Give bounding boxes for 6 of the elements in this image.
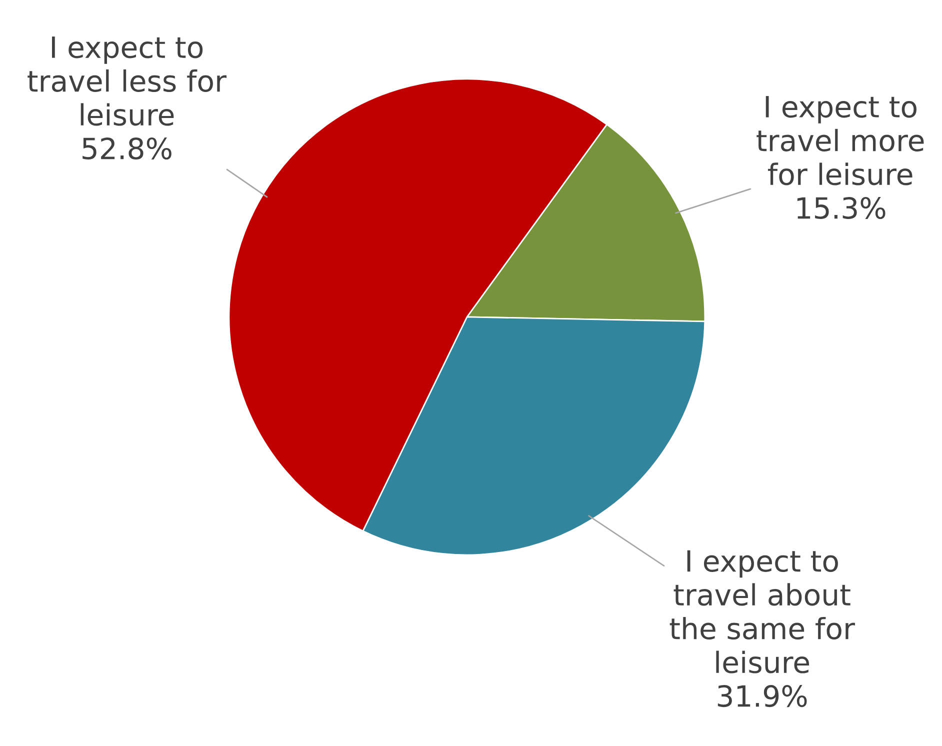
slice-label: I expect to travel less for leisure (28, 36, 227, 126)
data-label: 15.3% (797, 196, 886, 220)
slice-label: I expect to travel about the same for leisure (670, 550, 855, 674)
slice-label: I expect to travel more for leisure (756, 96, 924, 186)
data-label: 52.8% (82, 137, 172, 160)
data-label: 31.9% (718, 685, 807, 708)
